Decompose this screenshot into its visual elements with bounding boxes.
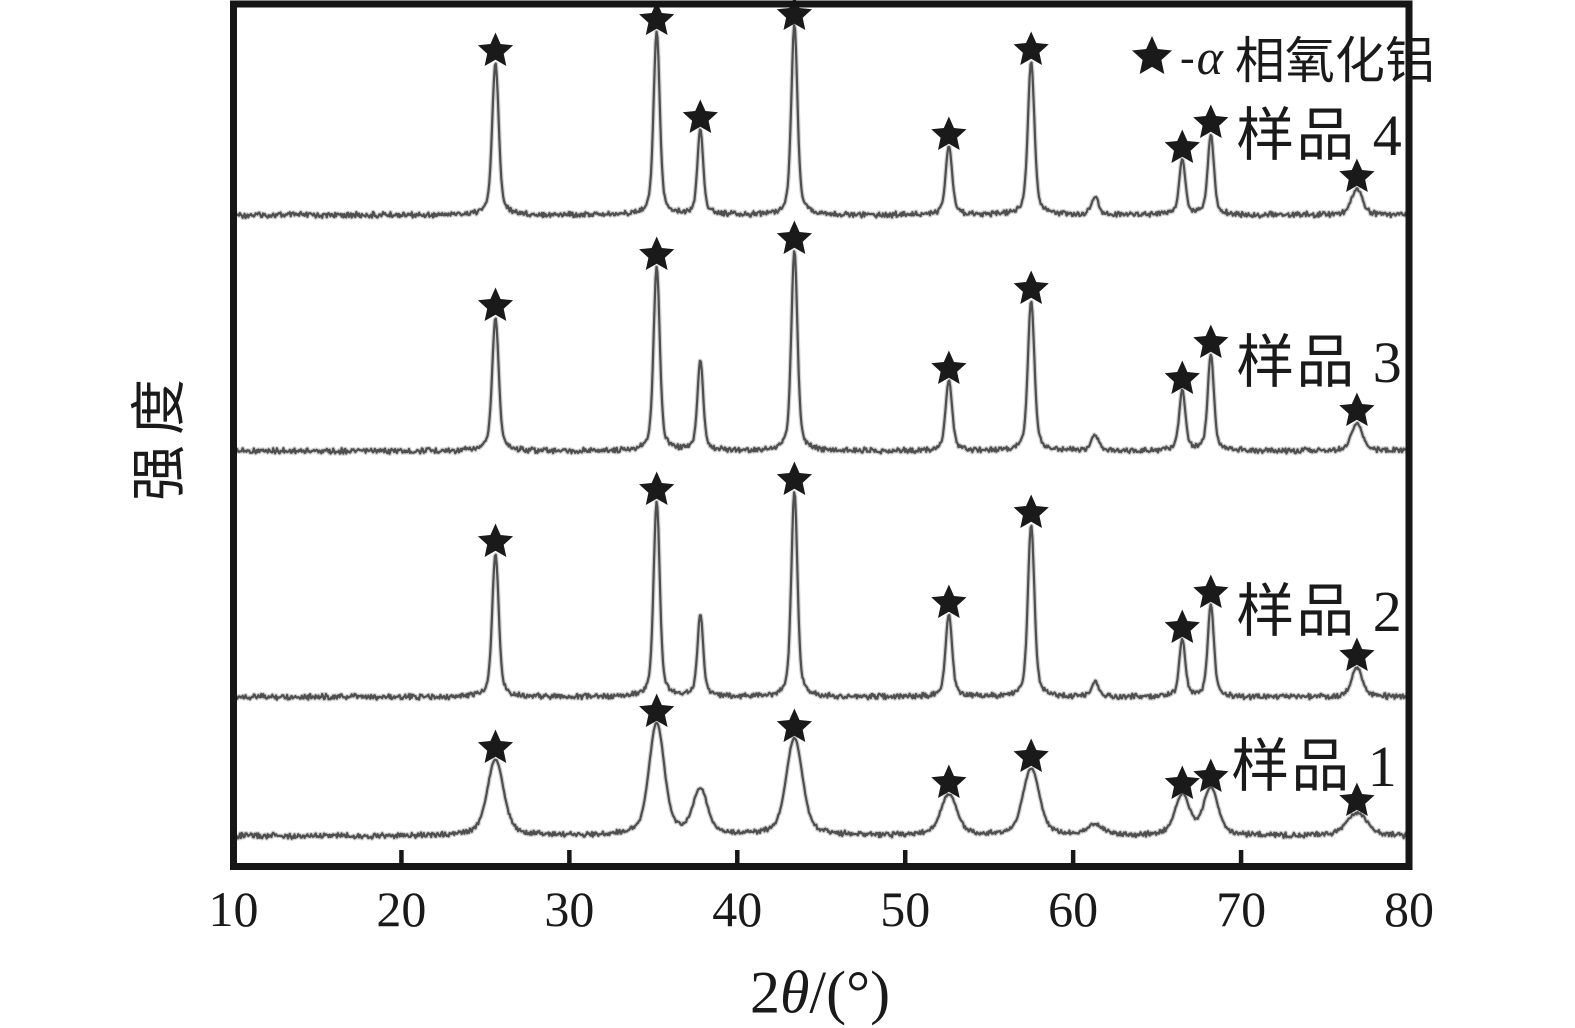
star-marker <box>776 220 812 254</box>
xrd-trace <box>232 250 1410 455</box>
x-tick-label: 50 <box>880 881 931 937</box>
star-marker <box>776 0 812 30</box>
star-marker <box>931 350 967 384</box>
x-axis-label: 2θ/(°) <box>750 959 890 1028</box>
star-marker <box>1339 392 1375 426</box>
y-axis-label: 强度 <box>129 369 192 501</box>
xrd-trace-glow <box>231 249 1411 457</box>
xrd-trace-glow <box>232 490 1411 703</box>
x-tick-label: 40 <box>712 881 763 937</box>
star-marker <box>1164 609 1200 643</box>
star-marker <box>639 236 675 270</box>
star-marker <box>1164 129 1200 163</box>
legend-label: 相氧化铝 <box>1234 33 1435 89</box>
legend-star-icon <box>1132 36 1172 74</box>
star-marker <box>477 32 514 66</box>
star-marker <box>931 584 967 618</box>
star-marker <box>1013 494 1049 528</box>
star-marker <box>1013 738 1049 772</box>
star-marker <box>1339 637 1375 671</box>
sample-label: 样品 3 <box>1236 330 1404 395</box>
star-marker <box>1193 104 1229 138</box>
xrd-trace <box>232 24 1410 220</box>
star-marker <box>682 99 718 133</box>
star-marker <box>477 523 514 557</box>
x-axis-label-theta: θ <box>779 959 810 1026</box>
star-marker <box>776 708 812 742</box>
star-marker <box>1193 574 1229 608</box>
star-marker <box>1339 158 1375 192</box>
sample-label: 样品 1 <box>1231 734 1399 799</box>
star-marker <box>1013 270 1049 304</box>
x-tick-label: 60 <box>1048 881 1099 937</box>
star-marker <box>639 471 675 505</box>
x-axis-label-unit: /(°) <box>809 959 891 1026</box>
xrd-trace <box>233 721 1410 840</box>
star-marker <box>1339 782 1375 816</box>
star-marker <box>1193 758 1229 792</box>
star-marker <box>1164 765 1200 799</box>
legend-dash: - <box>1180 32 1195 82</box>
star-marker <box>477 729 514 763</box>
x-tick-label: 20 <box>376 881 427 937</box>
star-marker <box>639 693 675 727</box>
star-marker <box>931 116 967 150</box>
x-tick-label: 80 <box>1384 881 1434 937</box>
star-marker <box>776 461 812 495</box>
star-marker <box>1193 324 1229 358</box>
star-marker <box>639 1 675 35</box>
legend-alpha: α <box>1196 29 1223 85</box>
plot-border <box>230 0 1413 870</box>
xrd-trace <box>233 491 1410 701</box>
star-marker <box>1013 31 1049 65</box>
star-marker <box>477 287 514 321</box>
legend: - α 相氧化铝 <box>1126 28 1435 89</box>
x-axis-label-pre: 2 <box>749 959 780 1026</box>
sample-label: 样品 4 <box>1236 103 1404 168</box>
sample-label: 样品 2 <box>1236 579 1404 644</box>
star-marker <box>1164 360 1200 394</box>
star-marker <box>931 764 967 798</box>
x-tick-label: 70 <box>1216 881 1267 937</box>
x-tick-label: 30 <box>544 881 595 937</box>
x-tick-label: 10 <box>208 881 259 937</box>
